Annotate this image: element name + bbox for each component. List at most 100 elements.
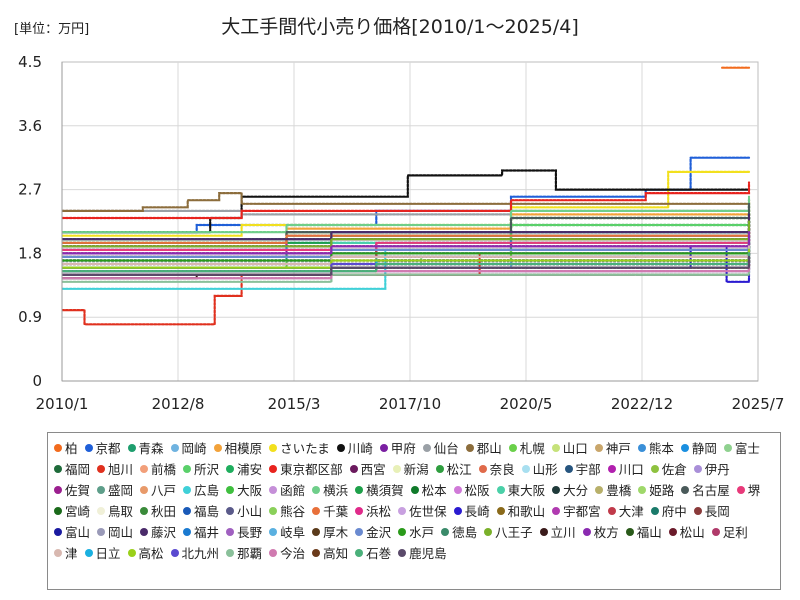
legend-marker: [226, 485, 235, 494]
legend-label: 広島: [194, 483, 220, 498]
legend-marker: [355, 548, 364, 557]
legend-marker: [54, 506, 62, 515]
legend-marker: [484, 527, 493, 536]
legend-marker: [312, 485, 321, 494]
legend-item: 宇都宮: [552, 500, 601, 521]
legend-marker: [552, 485, 561, 494]
legend-label: 姫路: [649, 483, 675, 498]
legend-item: 鹿児島: [398, 542, 447, 563]
legend-item: 足利: [711, 521, 748, 542]
legend-label: 立川: [550, 525, 576, 540]
legend-label: 奈良: [489, 462, 515, 477]
legend-item: 水戸: [398, 521, 434, 542]
x-tick-label: 2015/3: [268, 395, 321, 413]
legend-label: 小山: [237, 504, 263, 519]
legend-marker: [127, 548, 136, 557]
y-tick-label: 1.8: [18, 244, 42, 262]
legend-marker: [441, 527, 450, 536]
legend-marker: [269, 485, 278, 494]
legend-marker: [551, 443, 560, 452]
legend-label: 福井: [194, 525, 220, 540]
legend-item: 津: [54, 542, 78, 563]
legend-item: 府中: [650, 500, 687, 521]
y-tick-label: 2.7: [18, 181, 42, 199]
legend-item: 盛岡: [97, 479, 133, 500]
legend-marker: [54, 464, 62, 473]
legend-label: 京都: [95, 441, 121, 456]
legend-label: 北九州: [181, 546, 220, 561]
legend-label: 前橋: [151, 462, 177, 477]
legend-marker: [54, 485, 62, 494]
legend-label: 西宮: [360, 462, 386, 477]
legend-marker: [183, 527, 192, 536]
legend-label: 那覇: [237, 546, 263, 561]
x-tick-label: 2022/12: [611, 395, 673, 413]
x-tick-label: 2010/1: [36, 395, 89, 413]
legend-label: 富士: [734, 441, 760, 456]
legend-label: 長岡: [704, 504, 730, 519]
legend-label: 宇部: [575, 462, 601, 477]
legend-item: 浜松: [355, 500, 391, 521]
legend-item: 佐世保: [398, 500, 447, 521]
legend-item: 大津: [607, 500, 644, 521]
legend-item: 大分: [552, 479, 588, 500]
legend-item: 秋田: [140, 500, 176, 521]
legend-label: 足利: [722, 525, 748, 540]
legend-item: 川崎: [336, 437, 373, 458]
legend-label: 秋田: [151, 504, 177, 519]
legend-marker: [97, 464, 106, 473]
legend-marker: [595, 485, 604, 494]
legend-label: 長野: [237, 525, 263, 540]
legend-marker: [625, 527, 634, 536]
legend-label: 青森: [138, 441, 164, 456]
legend-item: 那覇: [226, 542, 262, 563]
legend-marker: [170, 548, 179, 557]
legend-label: 高知: [323, 546, 349, 561]
legend-label: 福山: [636, 525, 662, 540]
legend-label: 藤沢: [151, 525, 177, 540]
legend-marker: [594, 443, 603, 452]
y-tick-label: 0.9: [18, 308, 42, 326]
legend-marker: [496, 485, 505, 494]
legend-item: 福岡: [54, 458, 90, 479]
series-line: [62, 255, 751, 276]
series-line: [62, 169, 751, 234]
legend-item: 豊橋: [595, 479, 631, 500]
legend-label: 浜松: [366, 504, 392, 519]
legend-label: 郡山: [476, 441, 502, 456]
legend-label: 名古屋: [692, 483, 730, 498]
legend-item: 富士: [723, 437, 760, 458]
series-line: [62, 231, 751, 255]
legend-label: 旭川: [108, 462, 134, 477]
x-tick-label: 2017/10: [379, 395, 441, 413]
legend-item: 藤沢: [140, 521, 176, 542]
legend-marker: [183, 464, 192, 473]
legend-label: 神戸: [605, 441, 631, 456]
legend-item: 長崎: [453, 500, 490, 521]
legend-marker: [680, 443, 689, 452]
legend-item: 札幌: [508, 437, 545, 458]
legend-marker: [140, 527, 149, 536]
legend-marker: [97, 485, 106, 494]
unit-label: [単位：万円]: [14, 22, 90, 37]
legend-item: 石巻: [355, 542, 391, 563]
legend-marker: [379, 443, 388, 452]
legend-label: 伊丹: [704, 462, 730, 477]
legend-label: 津: [65, 546, 78, 561]
legend-item: 山口: [551, 437, 588, 458]
legend-item: 長岡: [693, 500, 730, 521]
legend-label: 宇都宮: [563, 504, 601, 519]
legend-item: 所沢: [183, 458, 219, 479]
legend-label: 岐阜: [280, 525, 306, 540]
legend-item: 熊谷: [269, 500, 305, 521]
legend-label: 堺: [747, 483, 761, 498]
legend-item: 奈良: [478, 458, 515, 479]
legend-label: 盛岡: [108, 483, 134, 498]
series-line: [62, 181, 751, 220]
legend-label: 八王子: [495, 525, 533, 540]
legend-marker: [269, 548, 278, 557]
legend-label: 佐倉: [661, 462, 687, 477]
legend-marker: [453, 485, 462, 494]
legend-item: 仙台: [422, 437, 459, 458]
legend-label: 富山: [65, 525, 91, 540]
